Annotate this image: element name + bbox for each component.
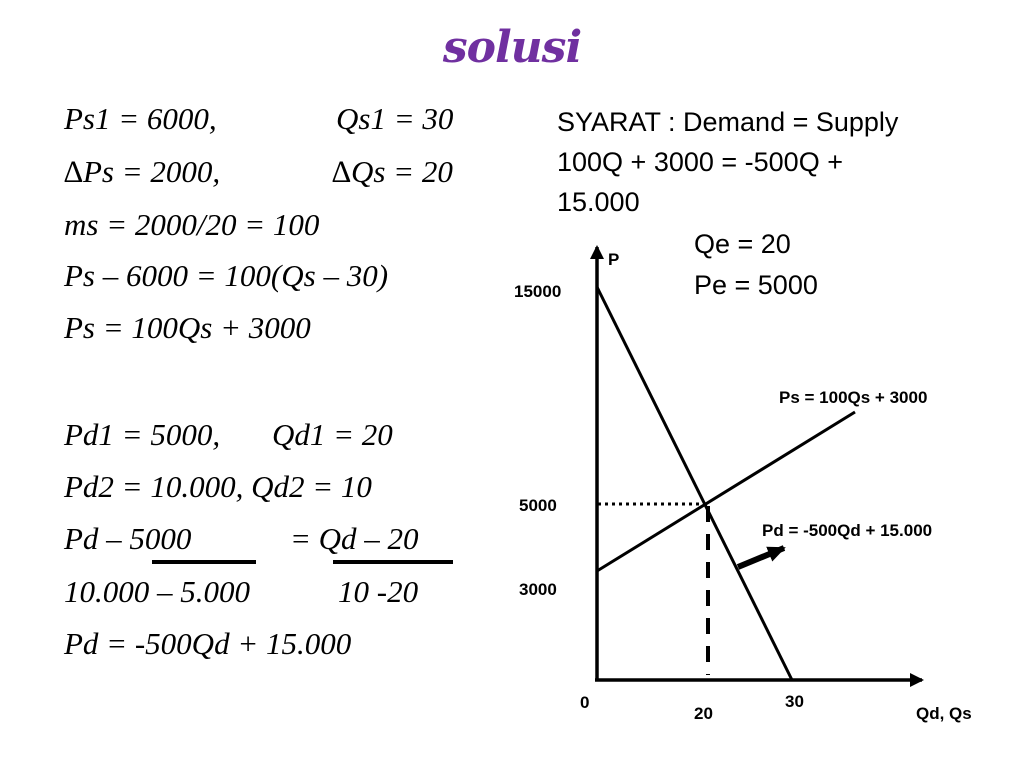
equation-1b: Qs1 = 30 (336, 101, 454, 136)
equation-9b: 10 -20 (338, 574, 419, 609)
equation-1a: Ps1 = 6000, (64, 101, 217, 136)
syarat-line-2: 100Q + 3000 = -500Q + (557, 147, 843, 177)
fraction-bar-left (152, 560, 256, 564)
equation-4a: Ps – 6000 = 100(Qs – 30) (64, 258, 389, 293)
supply-line (596, 410, 856, 573)
equation-line-1: Ps1 = 6000, Qs1 = 30 (64, 101, 453, 137)
equation-line-8: Pd – 5000 = Qd – 20 (64, 521, 419, 557)
equation-9a: 10.000 – 5.000 (64, 574, 250, 609)
demand-line (595, 286, 794, 681)
y-tick-15000: 15000 (514, 282, 561, 301)
demand-label-arrow (736, 545, 786, 570)
supply-curve-label: Ps = 100Qs + 3000 (779, 388, 927, 407)
equation-8b: = Qd – 20 (290, 521, 419, 556)
equation-line-6: Pd1 = 5000, Qd1 = 20 (64, 417, 393, 453)
origin-label: 0 (580, 693, 589, 712)
equation-line-4: Ps – 6000 = 100(Qs – 30) (64, 258, 388, 294)
y-axis-label: P (608, 250, 619, 269)
equation-10a: Pd = -500Qd + 15.000 (64, 626, 352, 661)
equation-line-9: 10.000 – 5.000 10 -20 (64, 574, 418, 610)
equilibrium-price: Pe = 5000 (694, 270, 818, 300)
x-tick-30: 30 (785, 692, 804, 711)
equation-line-10: Pd = -500Qd + 15.000 (64, 626, 351, 662)
equation-5a: Ps = 100Qs + 3000 (64, 310, 311, 345)
demand-curve-label: Pd = -500Qd + 15.000 (762, 521, 932, 540)
y-tick-3000: 3000 (519, 580, 557, 599)
equation-line-7: Pd2 = 10.000, Qd2 = 10 (64, 469, 372, 505)
syarat-line-1: SYARAT : Demand = Supply (557, 107, 899, 137)
equation-7a: Pd2 = 10.000, Qd2 = 10 (64, 469, 372, 504)
y-tick-5000: 5000 (519, 496, 557, 515)
x-axis-label: Qd, Qs (916, 704, 972, 723)
equation-6a: Pd1 = 5000, (64, 417, 221, 452)
equation-3a: ms = 2000/20 = 100 (64, 207, 320, 242)
equation-line-2: ∆Ps = 2000, ∆Qs = 20 (64, 154, 453, 190)
slide-title: solusi (442, 22, 582, 73)
x-tick-20: 20 (694, 704, 713, 723)
equation-line-3: ms = 2000/20 = 100 (64, 207, 319, 243)
equation-2b: ∆Qs = 20 (332, 154, 453, 189)
equation-6b: Qd1 = 20 (272, 417, 393, 452)
equation-line-5: Ps = 100Qs + 3000 (64, 310, 311, 346)
syarat-line-3: 15.000 (557, 187, 640, 217)
fraction-bar-right (333, 560, 453, 564)
equation-8a: Pd – 5000 (64, 521, 192, 556)
equation-2a: ∆Ps = 2000, (64, 154, 221, 189)
equilibrium-quantity: Qe = 20 (694, 229, 791, 259)
